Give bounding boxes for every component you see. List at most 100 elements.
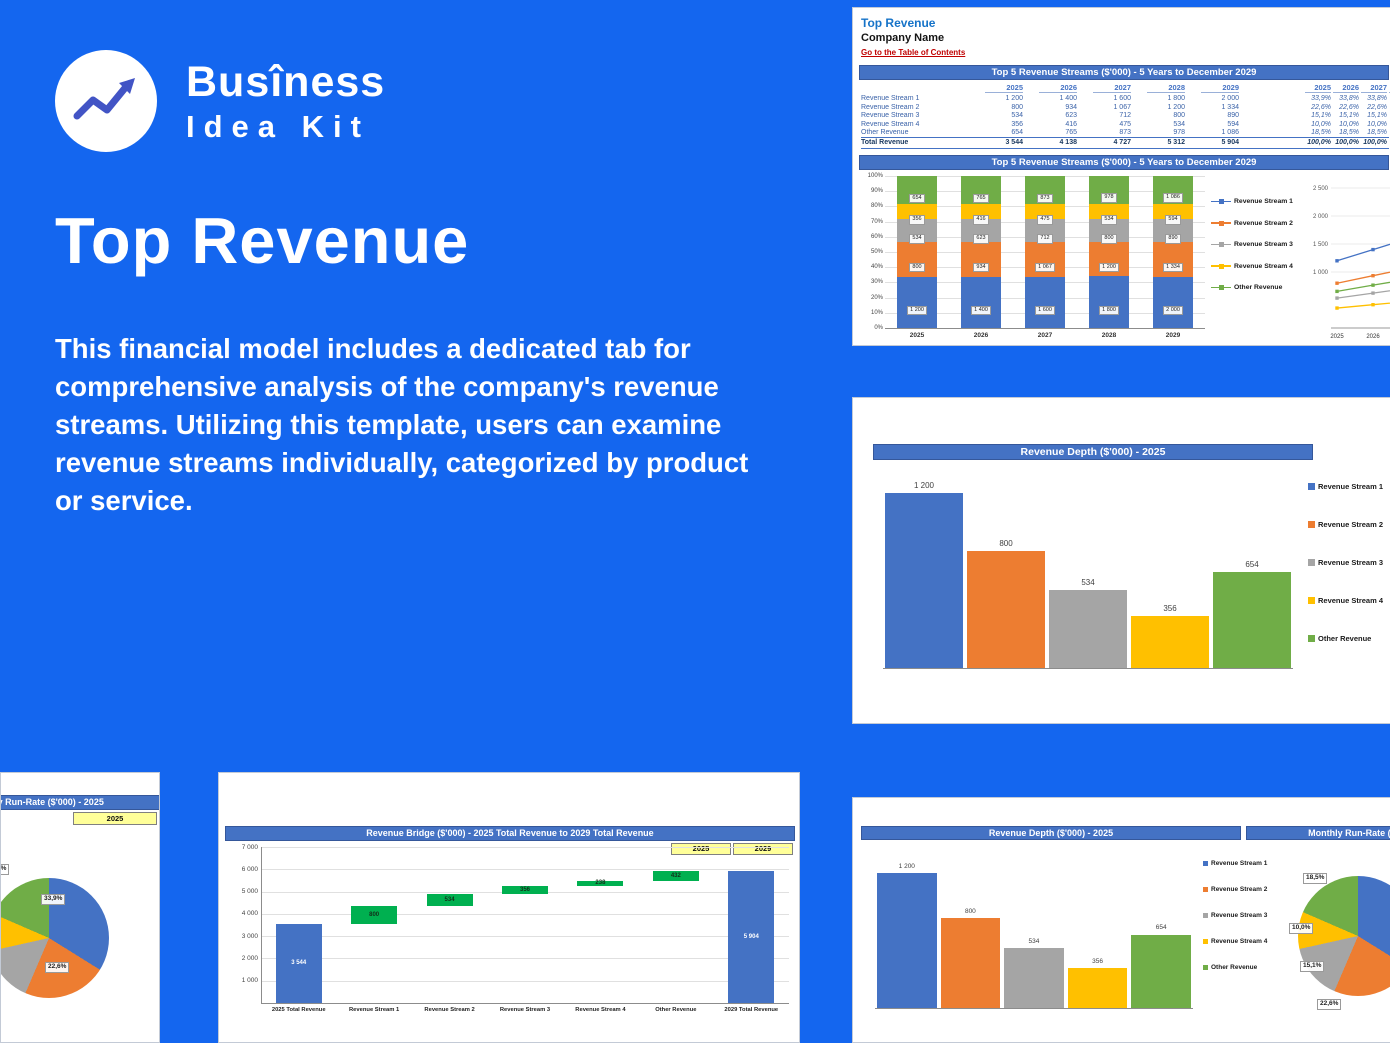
bar-value-label: 654 (1245, 560, 1259, 570)
bar-value-label: 1 200 (898, 862, 915, 870)
bar-data-label: 1 086 (1153, 185, 1193, 203)
bar (1049, 589, 1127, 668)
x-axis-label: 2029 (1165, 332, 1181, 339)
bar-value-label: 654 (1155, 924, 1167, 932)
bar-data-label: 356 (897, 207, 937, 225)
legend-marker (1203, 913, 1208, 918)
total-value: 3 544 (1005, 139, 1023, 146)
line-marker (1371, 247, 1375, 252)
bar-data-label: 594 (1153, 207, 1193, 225)
x-axis-label: 2025 (1330, 334, 1344, 340)
pie-data-label: 22,6% (45, 955, 70, 973)
stacked-bar-segment (1089, 219, 1129, 243)
legend-label: Revenue Stream 1 (1318, 482, 1384, 491)
legend-item: Revenue Stream 3 (1308, 558, 1383, 567)
legend-marker (1203, 939, 1208, 944)
year-input-cell[interactable]: 2025 (73, 812, 157, 825)
cell-pct: 33,8% (1367, 95, 1387, 102)
row-label: Other Revenue (861, 129, 909, 137)
brand-name: Busîness Idea Kit (186, 58, 385, 145)
year-input-cell[interactable]: 2029 (733, 843, 793, 855)
brand-logo (55, 50, 157, 152)
y-axis-label: 4 000 (241, 910, 258, 918)
year-input-cell[interactable]: 2025 (671, 843, 731, 855)
cell-value: 475 (1119, 120, 1131, 128)
cell-pct: 22,6% (1367, 103, 1387, 111)
bar-value-label: 800 (369, 911, 380, 918)
page-title: Top Revenue (55, 204, 470, 277)
legend-item: Revenue Stream 1 (1211, 198, 1293, 205)
run-rate-pie-chart: 33,9%22,6%15,1%10,0%18,5% (853, 798, 1390, 1042)
x-axis-label: 2026 (973, 332, 989, 339)
arrow-head (119, 78, 135, 94)
bar (877, 873, 937, 1008)
bar-data-label: 873 (1025, 186, 1065, 204)
cell-pct: 15,1% (1367, 112, 1387, 120)
total-value: 5 312 (1167, 139, 1185, 146)
bar-data-label-text: 1 800 (1099, 305, 1119, 316)
sheet-title: Top Revenue (861, 16, 936, 30)
trend-arrow-icon (73, 78, 135, 120)
legend-item: Revenue Stream 4 (1308, 596, 1383, 605)
x-axis-label: Revenue Stream 3 (499, 1007, 551, 1013)
bar-data-label-text: 654 (909, 193, 925, 203)
chart-title-bar: Monthly Run-Rate ($'000) - 2025 (1, 795, 159, 810)
line-marker (1335, 306, 1339, 310)
gridline (261, 847, 789, 848)
y-axis-label: 1 000 (241, 977, 258, 985)
total-value: 5 904 (1221, 139, 1239, 146)
cell-value: 712 (1119, 112, 1131, 120)
cell-value: 623 (1065, 112, 1077, 120)
cell-value: 356 (1011, 120, 1023, 128)
revenue-bridge-panel: Revenue Bridge ($'000) - 2025 Total Reve… (218, 772, 800, 1043)
cell-value: 978 (1173, 129, 1185, 137)
gridline (261, 980, 789, 982)
bar-data-label-text: 356 (909, 215, 925, 225)
brand-name-line1: Busîness (186, 58, 386, 106)
toc-link[interactable]: Go to the Table of Contents (861, 48, 966, 57)
stacked-bar-segment (897, 219, 937, 243)
revenue-bridge-chart: 7 000 6 000 5 000 4 000 3 000 2 000 1 000 3 544… (219, 773, 799, 1042)
cell-value: 1 400 (1059, 95, 1077, 102)
cell-value: 890 (1227, 112, 1239, 120)
line-series (1336, 243, 1390, 262)
bar (1131, 934, 1191, 1008)
legend-label: Revenue Stream 2 (1234, 219, 1293, 227)
run-rate-pie-chart: 33,9%22,6%15,1%10,0%18,5% (1, 773, 159, 1042)
total-divider (861, 137, 1389, 138)
bar-value-label: 238 (595, 880, 606, 887)
bar-data-label: 934 (961, 255, 1001, 273)
row-label: Revenue Stream 2 (861, 103, 920, 111)
bar-data-label-text: 890 (1165, 234, 1181, 244)
x-axis-label: 2026 (1366, 334, 1380, 340)
chart-title-bar: Revenue Depth ($'000) - 2025 (873, 444, 1313, 460)
stacked-chart-legend: Revenue Stream 1 Revenue Stream 2 Revenue … (853, 8, 1390, 345)
spreadsheet-screenshot-panel: Top Revenue Company Name Go to the Table… (852, 7, 1390, 346)
bar-data-label-text: 873 (1037, 193, 1053, 203)
stacked-bar-chart: 100% 90% 80% 70% 60% 50% 40% 30% 20% 10% 0% 1 200 80… (853, 8, 1390, 345)
y-axis-label: 90% (870, 188, 883, 195)
stacked-bar-segment (1025, 219, 1065, 243)
year-header: 2027 (1093, 83, 1131, 93)
bar (940, 918, 1001, 1008)
pct-year-header: 2027 (1361, 83, 1387, 93)
cell-value: 1 086 (1221, 129, 1239, 137)
x-axis-label: Revenue Stream 2 (424, 1007, 475, 1013)
cell-value: 654 (1011, 129, 1023, 137)
cell-value: 1 600 (1113, 95, 1131, 102)
y-axis-label: 10% (870, 309, 883, 316)
legend-label: Revenue Stream 3 (1318, 558, 1384, 567)
cell-value: 873 (1119, 129, 1131, 137)
bar-data-label: 2 000 (1153, 298, 1193, 316)
cell-pct: 18,5% (1367, 129, 1387, 137)
legend-item: Revenue Stream 1 (1308, 482, 1383, 491)
stacked-bar-segment (1025, 204, 1065, 220)
legend-label: Revenue Stream 3 (1211, 912, 1268, 919)
line-series (1336, 302, 1390, 309)
row-label: Revenue Stream 4 (861, 120, 920, 128)
gridline (261, 869, 789, 871)
x-axis-line (875, 1008, 1193, 1009)
cell-pct: 18,5% (1339, 129, 1359, 137)
y-axis-label: 20% (870, 294, 883, 301)
